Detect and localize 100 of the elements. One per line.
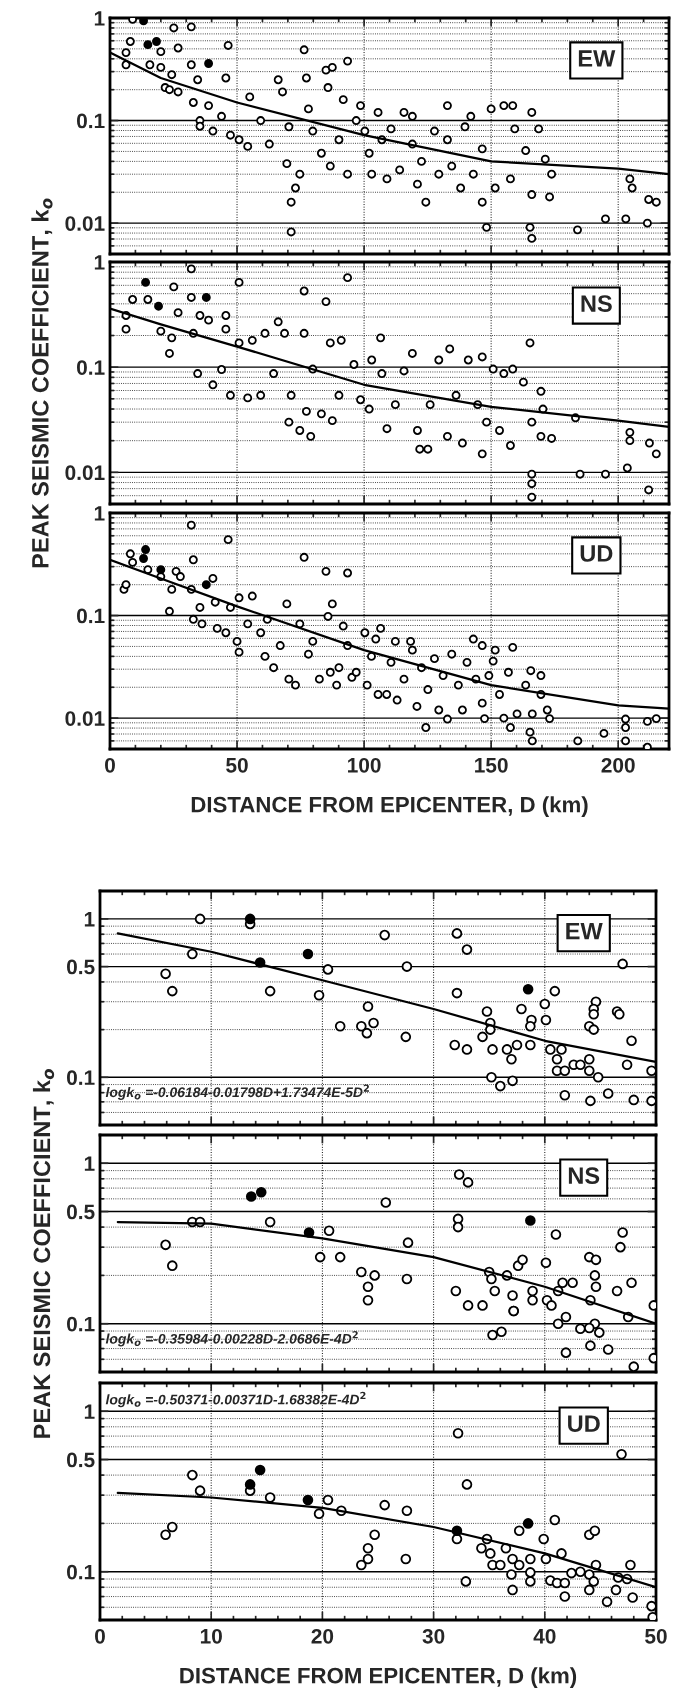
point bbox=[538, 1533, 549, 1545]
point bbox=[522, 983, 534, 995]
point bbox=[160, 1529, 171, 1541]
y-tick-label: 1 bbox=[84, 1404, 95, 1419]
annotation: UD bbox=[568, 1415, 600, 1432]
point bbox=[507, 1553, 518, 1565]
point bbox=[525, 1553, 536, 1565]
point bbox=[525, 1567, 536, 1578]
point bbox=[362, 1553, 374, 1565]
x-tick-label: 200 bbox=[601, 757, 635, 773]
y-tick-label: 0.1 bbox=[77, 608, 105, 624]
point bbox=[401, 1505, 413, 1516]
point bbox=[201, 293, 211, 302]
y-tick-label: 0.01 bbox=[65, 465, 105, 481]
point bbox=[302, 948, 314, 960]
point bbox=[575, 1566, 586, 1577]
point bbox=[566, 1567, 577, 1579]
x-tick-label: 0 bbox=[105, 757, 115, 773]
point bbox=[302, 1494, 314, 1506]
x-tick-label: 50 bbox=[645, 1628, 667, 1644]
point bbox=[322, 1494, 334, 1506]
annotation: NS bbox=[568, 1167, 600, 1184]
point bbox=[513, 1559, 525, 1571]
point bbox=[166, 1521, 178, 1533]
annotation: NS bbox=[581, 295, 612, 312]
y-tick-label: 0.01 bbox=[65, 216, 105, 231]
y-tick-label: 0.5 bbox=[67, 1452, 95, 1468]
point bbox=[476, 1542, 487, 1554]
point bbox=[156, 565, 166, 575]
point bbox=[356, 1559, 367, 1571]
point bbox=[313, 1508, 325, 1519]
point bbox=[525, 1576, 536, 1587]
point bbox=[540, 1553, 552, 1565]
x-tick-label: 100 bbox=[348, 757, 381, 773]
point bbox=[254, 1464, 266, 1476]
point bbox=[461, 1479, 473, 1490]
x-tick-label: 50 bbox=[226, 757, 248, 773]
point bbox=[452, 1427, 464, 1439]
point bbox=[139, 554, 148, 563]
point bbox=[495, 1559, 506, 1571]
point bbox=[616, 1448, 627, 1460]
y-tick-label: 1 bbox=[94, 255, 105, 270]
point bbox=[583, 1584, 595, 1596]
annotation: logk$_{o}$ =-0.35984-0.00228D-2.0686E-4D$^{2}$ bbox=[105, 1331, 358, 1347]
point bbox=[506, 1569, 517, 1580]
y-tick-label: 0.1 bbox=[67, 1564, 95, 1580]
annotation: logk$_{o}$ =-0.06184-0.01798D+1.73474E-5D$^{2}$ bbox=[105, 1084, 369, 1100]
y-tick-label: 1 bbox=[84, 912, 95, 927]
point bbox=[141, 545, 151, 555]
point bbox=[485, 1548, 496, 1559]
y-tick-label: 0.01 bbox=[65, 711, 105, 726]
point bbox=[601, 1596, 613, 1608]
point bbox=[194, 1485, 206, 1496]
point bbox=[610, 1584, 622, 1596]
point bbox=[244, 1479, 256, 1490]
x-tick-label: 40 bbox=[533, 1628, 556, 1644]
point bbox=[460, 1576, 472, 1587]
point bbox=[141, 277, 151, 287]
point bbox=[556, 1548, 567, 1559]
x-tick-label: 20 bbox=[311, 1628, 334, 1644]
point bbox=[379, 1499, 390, 1511]
point bbox=[625, 1559, 636, 1571]
y-axis-title: PEAK SEISMIC COEFFICIENT, k$_{o}$ bbox=[32, 1068, 55, 1438]
y-tick-label: 1 bbox=[94, 11, 105, 26]
point bbox=[369, 1529, 380, 1541]
point bbox=[627, 1592, 638, 1603]
y-tick-label: 0.1 bbox=[77, 113, 105, 129]
x-axis-title: DISTANCE FROM EPICENTER, D (km) bbox=[180, 1667, 577, 1688]
annotation: UD bbox=[580, 545, 613, 562]
point bbox=[400, 1553, 412, 1565]
point bbox=[646, 1600, 656, 1612]
point bbox=[522, 1518, 534, 1529]
point bbox=[549, 1514, 561, 1526]
point bbox=[589, 1525, 601, 1537]
x-tick-label: 0 bbox=[95, 1628, 105, 1644]
y-tick-label: 1 bbox=[84, 1156, 95, 1171]
point bbox=[362, 1542, 374, 1554]
y-tick-label: 0.1 bbox=[67, 1070, 95, 1086]
point bbox=[245, 1191, 257, 1202]
point bbox=[513, 1525, 525, 1537]
y-tick-label: 0.5 bbox=[67, 1204, 95, 1220]
point bbox=[507, 1584, 518, 1596]
annotation: logk$_{o}$ =-0.50371-0.00371D-1.68382E-4D$^{2}$ bbox=[105, 1391, 366, 1408]
y-axis-title: PEAK SEISMIC COEFFICIENT, k$_{o}$ bbox=[31, 198, 53, 568]
point bbox=[525, 1215, 536, 1226]
point bbox=[154, 301, 163, 311]
point bbox=[264, 1492, 276, 1503]
x-tick-label: 10 bbox=[200, 1628, 222, 1644]
point bbox=[186, 1469, 198, 1481]
y-tick-label: 1 bbox=[94, 506, 105, 521]
point bbox=[559, 1591, 571, 1602]
y-tick-label: 0.1 bbox=[67, 1316, 95, 1332]
y-tick-label: 0.5 bbox=[67, 959, 95, 975]
annotation: EW bbox=[566, 922, 603, 940]
point bbox=[201, 580, 211, 590]
point bbox=[588, 1576, 600, 1587]
point bbox=[244, 913, 256, 925]
x-axis-title: DISTANCE FROM EPICENTER, D (km) bbox=[191, 796, 588, 817]
point bbox=[559, 1577, 571, 1589]
x-tick-label: 150 bbox=[475, 757, 508, 773]
